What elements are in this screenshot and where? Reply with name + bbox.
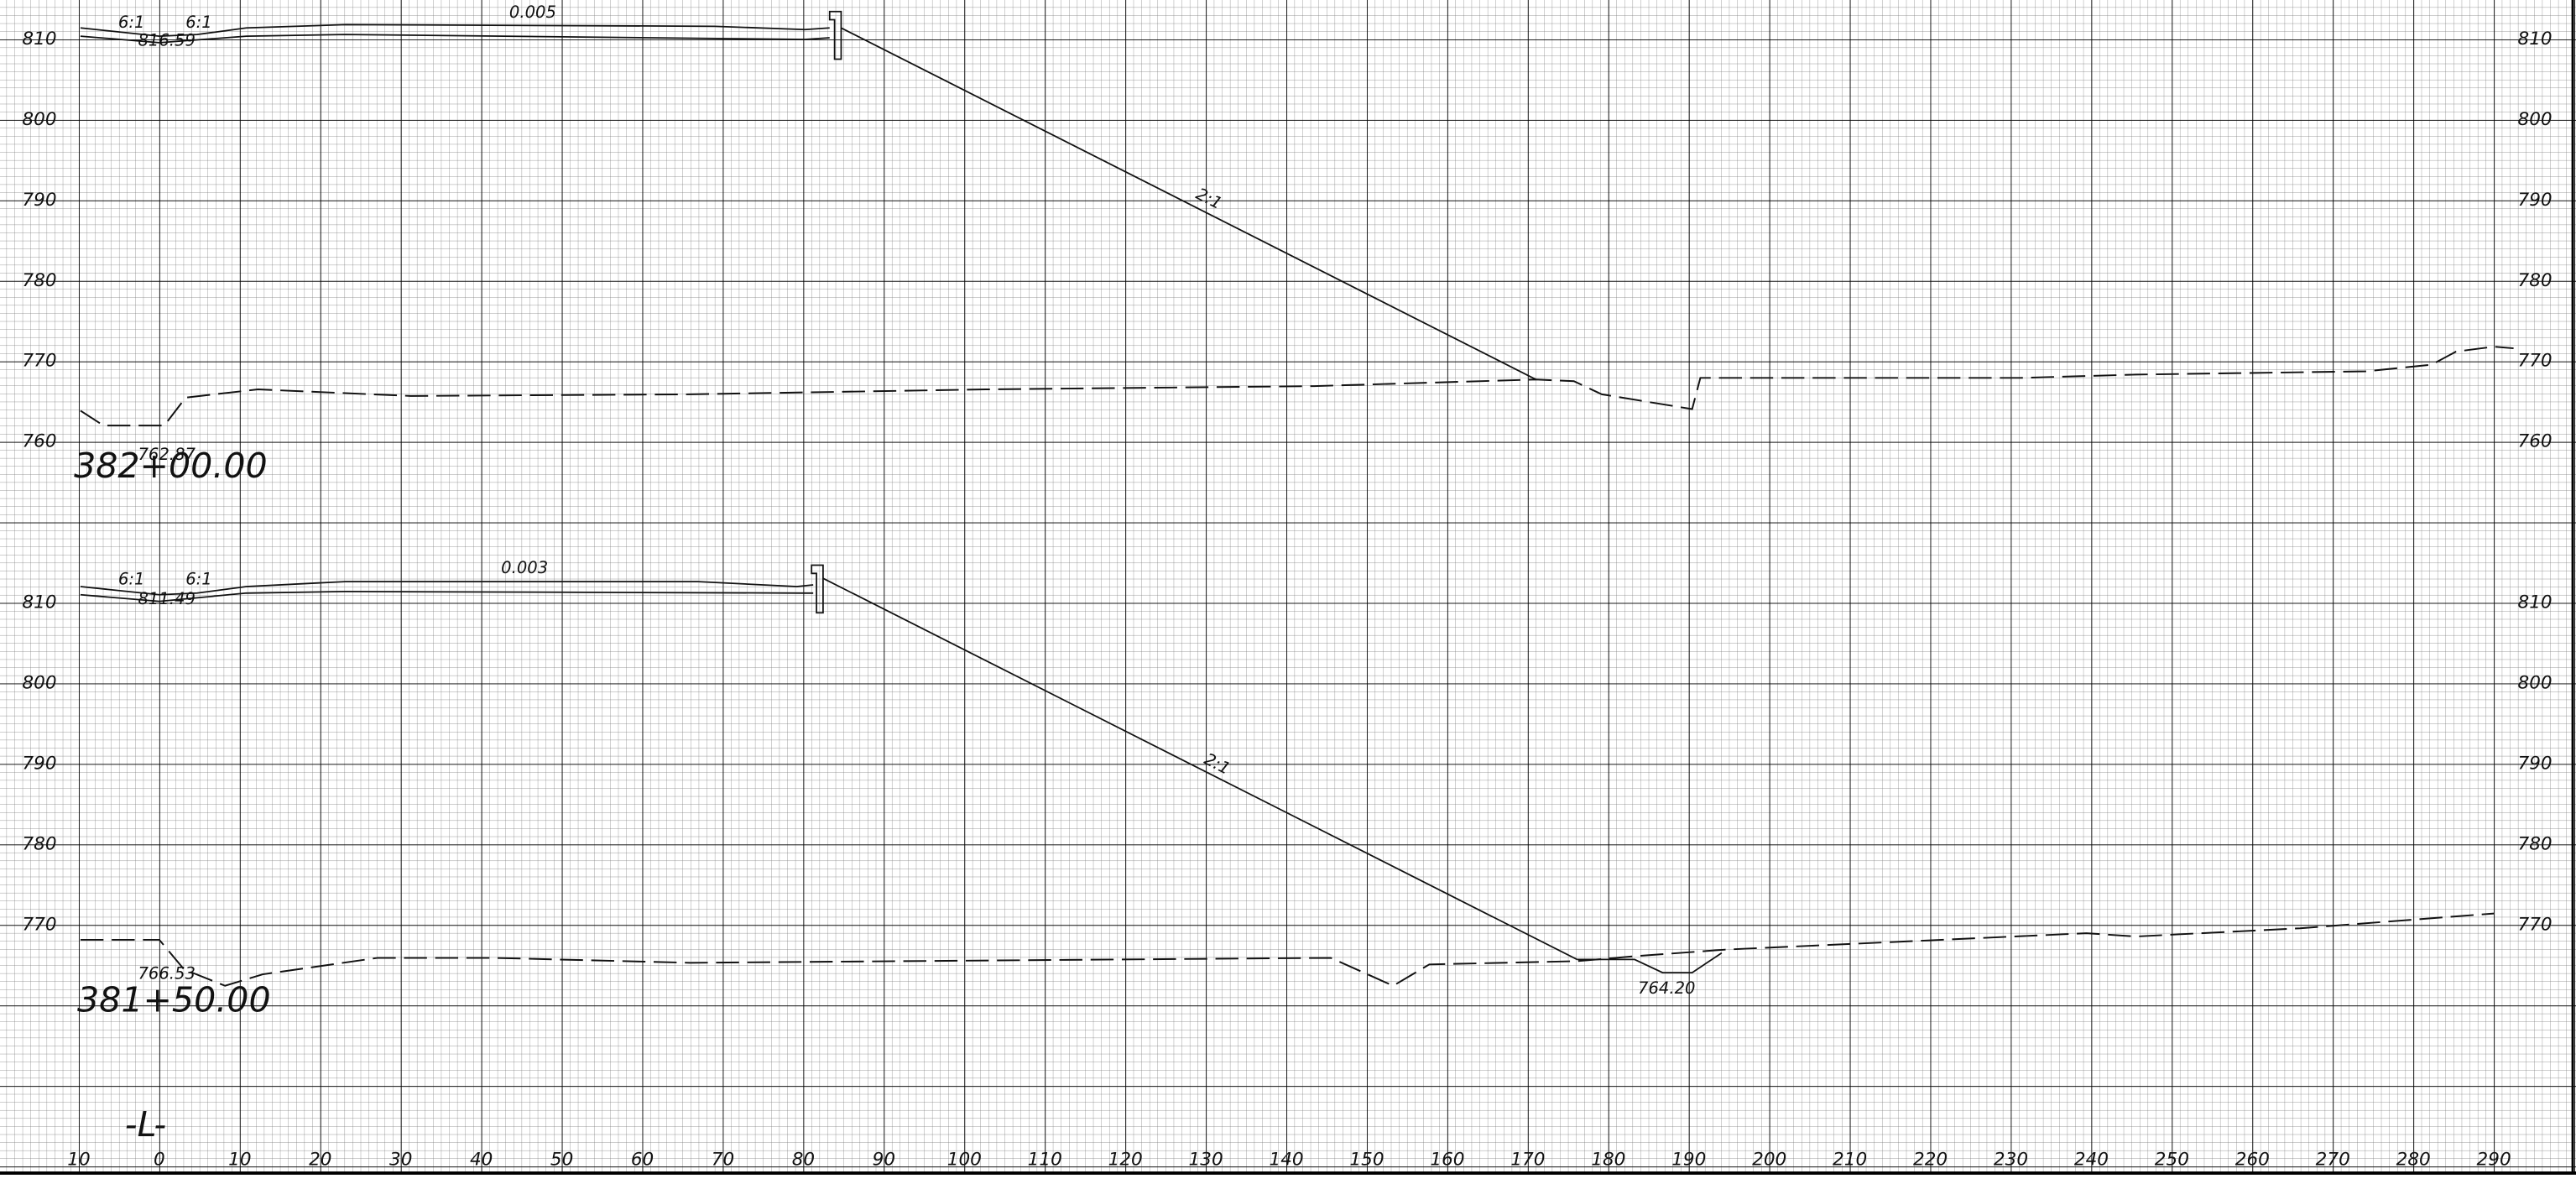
x-label: 0 (154, 1149, 165, 1170)
curb (811, 564, 824, 614)
x-label: 180 (1591, 1149, 1625, 1170)
elevation: 811.49 (138, 589, 195, 608)
centerline-label: -L- (125, 1104, 166, 1145)
x-label: 80 (792, 1149, 815, 1170)
slope-label: 6:1 (118, 570, 144, 589)
elevation: 816.59 (138, 30, 195, 50)
fill-slope (822, 577, 1577, 961)
x-label: 40 (470, 1149, 493, 1170)
x-label: 10 (228, 1149, 251, 1170)
elevation-label-right: 770 (2518, 914, 2553, 935)
x-label: 110 (1028, 1149, 1062, 1170)
slope-label: 6:1 (185, 13, 211, 32)
elevation-label-left: 790 (22, 190, 56, 211)
fill-slope (841, 27, 1537, 381)
x-label: 140 (1270, 1149, 1304, 1170)
proposed-surface (80, 23, 830, 37)
elevation-label-right: 790 (2518, 190, 2553, 211)
x-label: 220 (1913, 1149, 1948, 1170)
x-label: 10 (67, 1149, 90, 1170)
station: 381+50.00 (77, 979, 271, 1020)
elevation-label-right: 810 (2518, 29, 2553, 50)
elevation: 762.87 (138, 445, 196, 464)
x-label: 70 (712, 1149, 734, 1170)
x-label: 210 (1833, 1149, 1867, 1170)
proposed-subgrade (80, 590, 814, 603)
elevation-label-right: 760 (2518, 431, 2553, 452)
elevation-label-right: 800 (2518, 109, 2553, 130)
elevation-label-left: 780 (22, 270, 56, 291)
elevation: 766.53 (138, 964, 195, 983)
x-label: 240 (2074, 1149, 2109, 1170)
elevation-label-left: 770 (22, 914, 56, 935)
x-label: 260 (2235, 1149, 2270, 1170)
x-label: 190 (1671, 1149, 1706, 1170)
x-label: 290 (2477, 1149, 2511, 1170)
curb (828, 10, 842, 60)
x-label: 200 (1752, 1149, 1786, 1170)
elevation-label-left: 800 (22, 109, 56, 130)
elevation-label-left: 770 (22, 351, 56, 372)
x-label: 250 (2155, 1149, 2189, 1170)
ditch (1577, 952, 1723, 973)
grade: 0.005 (509, 3, 556, 22)
proposed-subgrade (80, 34, 830, 44)
section-upper: 6:1 6:1 2:1 816.59 0.005 762.87 382+00.0… (74, 3, 2514, 486)
x-label: 130 (1189, 1149, 1223, 1170)
elevation-label-right: 770 (2518, 351, 2553, 372)
x-label: 230 (1994, 1149, 2028, 1170)
x-label: 20 (309, 1149, 331, 1170)
elevation-label-right: 780 (2518, 270, 2553, 291)
elevation-label-left: 800 (22, 672, 56, 693)
existing-ground (80, 912, 2495, 987)
grade: 0.003 (501, 558, 548, 577)
elevation-label-left: 810 (22, 592, 56, 613)
slope-label: 6:1 (185, 570, 211, 589)
elevation-label-right: 800 (2518, 672, 2553, 693)
elevation-label-right: 790 (2518, 753, 2553, 774)
x-label: 90 (873, 1149, 895, 1170)
proposed-surface (80, 581, 814, 596)
elevation-label-right: 810 (2518, 592, 2553, 613)
elevation-label-right: 780 (2518, 833, 2553, 854)
x-label: 150 (1349, 1149, 1384, 1170)
elevation-label-left: 810 (22, 29, 56, 50)
x-label: 100 (947, 1149, 982, 1170)
existing-ground (80, 346, 2514, 427)
x-label: 270 (2316, 1149, 2350, 1170)
x-label: 30 (389, 1149, 412, 1170)
elevation-label-left: 790 (22, 753, 56, 774)
x-label: 50 (550, 1149, 573, 1170)
x-label: 120 (1108, 1149, 1143, 1170)
slope-label: 6:1 (118, 13, 144, 32)
x-label: 170 (1510, 1149, 1545, 1170)
station: 382+00.00 (74, 446, 268, 486)
elevation-label-left: 760 (22, 431, 56, 452)
elevation: 764.20 (1638, 978, 1695, 998)
elevation-label-left: 780 (22, 833, 56, 854)
x-label: 280 (2396, 1149, 2431, 1170)
x-label: 160 (1430, 1149, 1464, 1170)
x-label: 60 (631, 1149, 654, 1170)
